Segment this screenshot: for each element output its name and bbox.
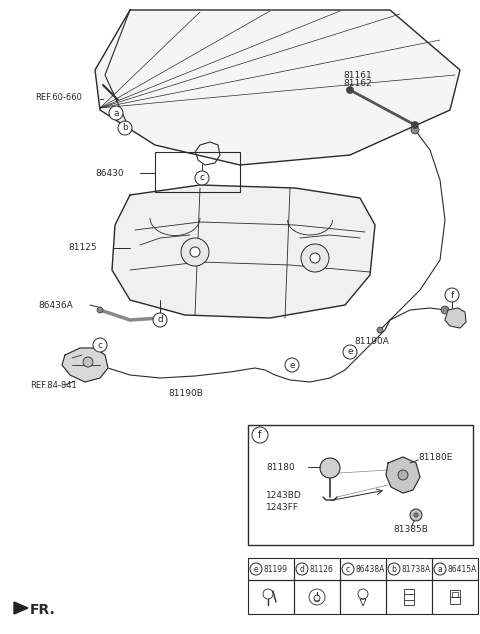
Bar <box>294 580 340 614</box>
Circle shape <box>342 563 354 575</box>
Circle shape <box>296 563 308 575</box>
Circle shape <box>153 313 167 327</box>
Circle shape <box>301 244 329 272</box>
Circle shape <box>252 427 268 443</box>
Circle shape <box>190 247 200 257</box>
Circle shape <box>195 171 209 185</box>
Circle shape <box>388 563 400 575</box>
Text: c: c <box>97 340 103 349</box>
Circle shape <box>441 306 449 314</box>
Text: 81190A: 81190A <box>354 337 389 347</box>
Circle shape <box>343 345 357 359</box>
Text: a: a <box>113 108 119 117</box>
Text: 81125: 81125 <box>68 243 96 252</box>
Text: 81738A: 81738A <box>402 564 431 574</box>
Polygon shape <box>112 185 375 318</box>
Circle shape <box>310 253 320 263</box>
Bar <box>432 558 478 580</box>
Circle shape <box>93 338 107 352</box>
Text: c: c <box>346 564 350 574</box>
Bar <box>450 590 460 604</box>
Bar <box>432 580 478 614</box>
Text: 1243BD: 1243BD <box>266 491 302 500</box>
Circle shape <box>181 238 209 266</box>
Text: 1243FF: 1243FF <box>266 503 299 512</box>
Text: 86430: 86430 <box>95 169 124 178</box>
Bar <box>452 592 458 597</box>
Text: 81385B: 81385B <box>393 526 428 534</box>
Bar <box>294 558 340 580</box>
Polygon shape <box>386 457 420 493</box>
Text: FR.: FR. <box>30 603 56 617</box>
Polygon shape <box>14 602 28 614</box>
Polygon shape <box>445 308 466 328</box>
Text: b: b <box>122 124 128 133</box>
Circle shape <box>414 513 418 517</box>
Bar <box>248 558 294 580</box>
Bar <box>248 580 294 614</box>
Text: 81126: 81126 <box>310 564 334 574</box>
Circle shape <box>250 563 262 575</box>
Text: REF.84-841: REF.84-841 <box>30 380 77 389</box>
Text: e: e <box>289 361 295 370</box>
Text: 86436A: 86436A <box>38 301 73 309</box>
Text: f: f <box>258 430 262 440</box>
Circle shape <box>285 358 299 372</box>
Circle shape <box>411 122 419 129</box>
Bar <box>155 152 240 192</box>
Circle shape <box>410 509 422 521</box>
Circle shape <box>320 458 340 478</box>
Bar <box>386 580 432 614</box>
Text: d: d <box>300 564 304 574</box>
Circle shape <box>377 327 383 333</box>
Circle shape <box>434 563 446 575</box>
Polygon shape <box>62 348 108 382</box>
Text: REF.60-660: REF.60-660 <box>35 93 82 103</box>
Circle shape <box>109 106 123 120</box>
Text: b: b <box>392 564 396 574</box>
Text: 86415A: 86415A <box>448 564 478 574</box>
Text: a: a <box>438 564 443 574</box>
Text: 81180: 81180 <box>266 462 295 472</box>
Circle shape <box>347 86 353 93</box>
Text: 81199: 81199 <box>264 564 288 574</box>
Bar <box>340 558 386 580</box>
Circle shape <box>118 121 132 135</box>
Bar <box>404 589 414 605</box>
Text: 86438A: 86438A <box>356 564 385 574</box>
Text: 81190B: 81190B <box>168 389 203 398</box>
Text: 81161: 81161 <box>343 70 372 79</box>
Text: 81162: 81162 <box>343 79 372 87</box>
Circle shape <box>445 288 459 302</box>
Bar <box>248 425 473 545</box>
Text: e: e <box>347 347 353 356</box>
Circle shape <box>411 126 419 134</box>
Text: e: e <box>254 564 258 574</box>
Bar <box>386 558 432 580</box>
Bar <box>340 580 386 614</box>
Text: c: c <box>200 174 204 183</box>
Text: 81180E: 81180E <box>418 453 452 462</box>
Circle shape <box>398 470 408 480</box>
Text: d: d <box>157 316 163 325</box>
Circle shape <box>83 357 93 367</box>
Text: f: f <box>450 290 454 299</box>
Circle shape <box>97 307 103 313</box>
Polygon shape <box>95 10 460 165</box>
